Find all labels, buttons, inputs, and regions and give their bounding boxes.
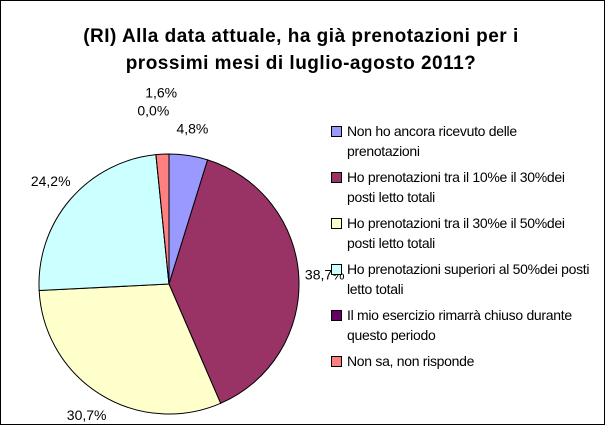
data-label: 1,6%	[145, 84, 177, 100]
pie-slice	[168, 159, 300, 404]
data-label: 30,7%	[67, 407, 107, 423]
legend-item: Non sa, non risponde	[331, 351, 593, 371]
legend-label: Il mio esercizio rimarrà chiuso durante …	[347, 307, 572, 343]
legend-label: Non ho ancora ricevuto delle prenotazion…	[347, 123, 517, 159]
legend-item: Non ho ancora ricevuto delle prenotazion…	[331, 121, 593, 161]
legend-item: Ho prenotazioni superiori al 50%dei post…	[331, 259, 593, 299]
chart-title: (RI) Alla data attuale, ha già prenotazi…	[83, 26, 519, 74]
legend-label: Ho prenotazioni tra il 30%e il 50%dei po…	[347, 215, 565, 251]
legend-label: Non sa, non risponde	[347, 353, 475, 369]
legend-item: Il mio esercizio rimarrà chiuso durante …	[331, 305, 593, 345]
data-label: 4,8%	[176, 120, 208, 136]
pie-slice	[38, 154, 170, 292]
legend-label: Ho prenotazioni superiori al 50%dei post…	[347, 261, 590, 297]
legend-swatch	[331, 172, 342, 183]
legend-label: Ho prenotazioni tra il 10%e il 30%dei po…	[347, 169, 565, 205]
legend-item: Ho prenotazioni tra il 30%e il 50%dei po…	[331, 213, 593, 253]
data-label: 24,2%	[31, 173, 71, 189]
data-label: 0,0%	[137, 102, 169, 118]
legend-swatch	[331, 356, 342, 367]
legend-swatch	[331, 126, 342, 137]
legend-item: Ho prenotazioni tra il 10%e il 30%dei po…	[331, 167, 593, 207]
pie-slice	[155, 153, 170, 285]
legend-swatch	[331, 310, 342, 321]
legend-swatch	[331, 264, 342, 275]
pie-slice	[38, 283, 222, 415]
legend: Non ho ancora ricevuto delle prenotazion…	[331, 121, 593, 371]
legend-swatch	[331, 218, 342, 229]
